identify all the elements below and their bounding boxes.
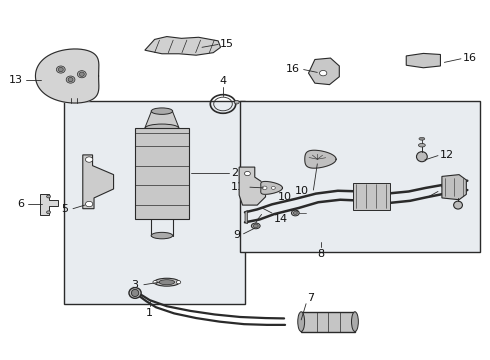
Bar — [353, 183, 390, 210]
Ellipse shape — [298, 312, 305, 332]
Text: 1: 1 — [146, 308, 153, 318]
Text: 6: 6 — [17, 199, 24, 210]
Text: 7: 7 — [308, 293, 315, 303]
Polygon shape — [145, 37, 220, 55]
Text: 4: 4 — [220, 76, 226, 86]
Text: 3: 3 — [131, 280, 139, 290]
Text: 12: 12 — [440, 186, 454, 197]
Ellipse shape — [77, 71, 86, 78]
Ellipse shape — [58, 67, 63, 72]
Ellipse shape — [129, 288, 141, 298]
Ellipse shape — [131, 289, 139, 297]
Ellipse shape — [79, 72, 84, 76]
Text: 9: 9 — [233, 230, 240, 239]
Text: 8: 8 — [317, 249, 324, 259]
Text: 14: 14 — [273, 214, 288, 224]
Ellipse shape — [234, 100, 239, 104]
Polygon shape — [406, 53, 441, 68]
Ellipse shape — [85, 157, 93, 162]
Ellipse shape — [271, 186, 275, 189]
Polygon shape — [40, 194, 58, 215]
Polygon shape — [145, 112, 179, 128]
Ellipse shape — [416, 152, 427, 162]
Ellipse shape — [159, 280, 174, 285]
Ellipse shape — [47, 211, 50, 214]
Ellipse shape — [294, 212, 297, 215]
Ellipse shape — [262, 186, 267, 190]
Polygon shape — [35, 49, 99, 103]
Text: 5: 5 — [61, 204, 68, 214]
Text: 10: 10 — [277, 192, 292, 202]
Text: 12: 12 — [440, 150, 454, 160]
Ellipse shape — [151, 108, 172, 114]
Polygon shape — [442, 175, 466, 200]
Bar — [135, 128, 189, 220]
Bar — [240, 101, 480, 252]
Text: 15: 15 — [220, 39, 234, 49]
Ellipse shape — [47, 195, 50, 198]
Ellipse shape — [351, 312, 358, 332]
Ellipse shape — [251, 223, 260, 229]
Text: 2: 2 — [231, 168, 239, 178]
Ellipse shape — [245, 171, 250, 176]
Polygon shape — [83, 155, 114, 209]
Text: 16: 16 — [463, 53, 476, 63]
Text: 13: 13 — [9, 75, 23, 85]
Text: 11: 11 — [231, 182, 245, 192]
Polygon shape — [305, 150, 336, 168]
Bar — [301, 312, 355, 332]
Polygon shape — [261, 181, 282, 194]
Polygon shape — [309, 58, 339, 85]
Ellipse shape — [153, 280, 157, 284]
Ellipse shape — [418, 143, 425, 147]
Ellipse shape — [85, 201, 93, 207]
Ellipse shape — [146, 124, 178, 132]
Ellipse shape — [419, 137, 425, 140]
Ellipse shape — [56, 66, 65, 73]
Ellipse shape — [68, 77, 73, 82]
Ellipse shape — [454, 201, 463, 209]
Text: 10: 10 — [294, 186, 309, 197]
Ellipse shape — [253, 224, 258, 228]
Ellipse shape — [154, 278, 179, 286]
Ellipse shape — [176, 280, 181, 284]
Ellipse shape — [319, 71, 327, 76]
Ellipse shape — [151, 232, 172, 239]
Bar — [64, 101, 245, 304]
Ellipse shape — [292, 210, 299, 216]
Ellipse shape — [66, 76, 75, 83]
Polygon shape — [245, 211, 247, 224]
Text: 16: 16 — [286, 64, 300, 74]
Polygon shape — [239, 167, 266, 205]
